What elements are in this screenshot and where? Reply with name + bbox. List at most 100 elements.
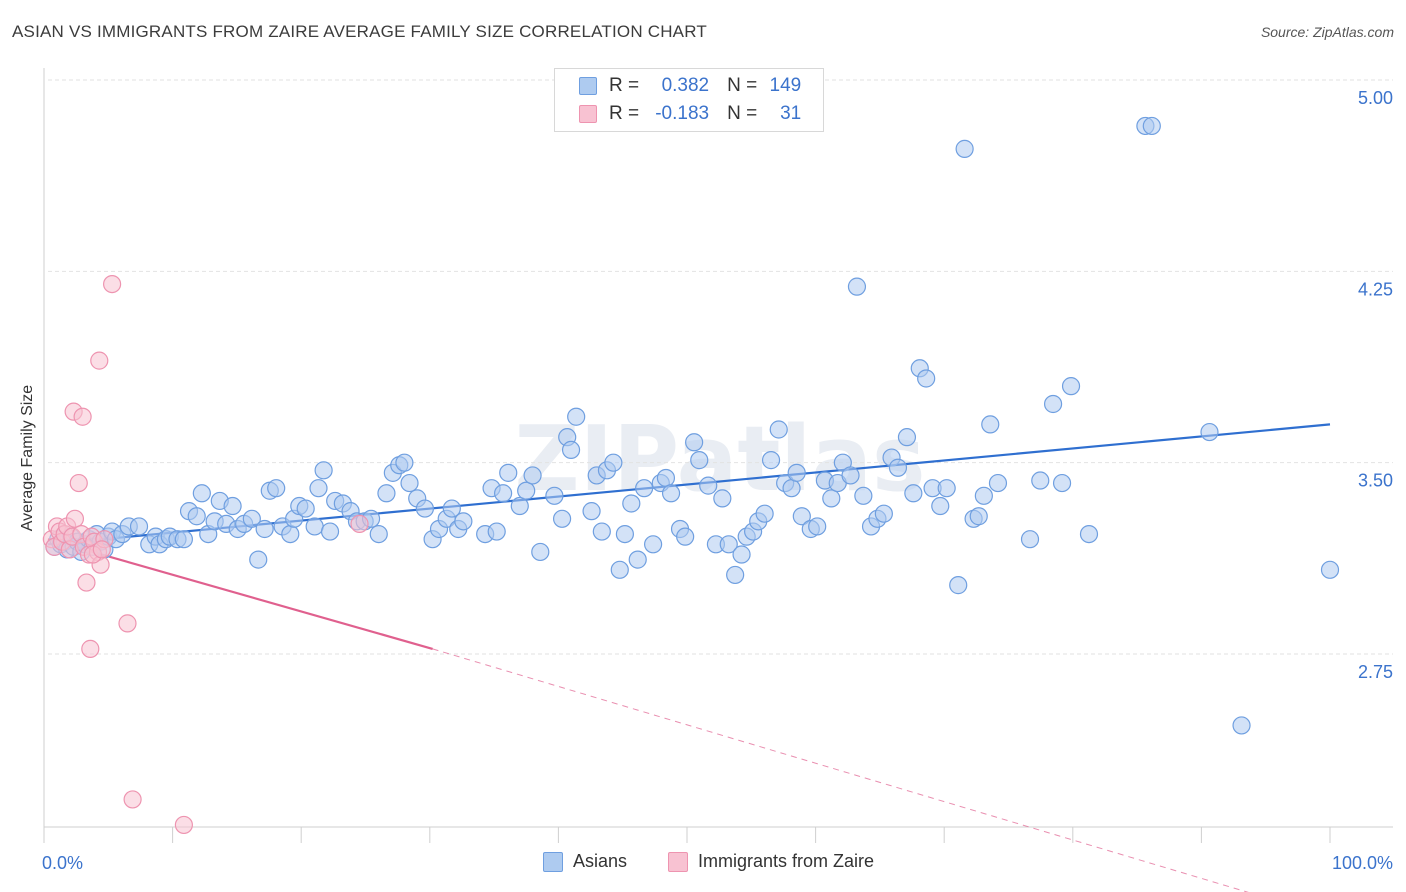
asians-point <box>415 499 435 518</box>
asians-point <box>567 407 586 426</box>
zaire-legend-swatch <box>668 851 688 872</box>
asians-swatch <box>579 77 597 95</box>
asians-point <box>644 535 663 554</box>
asians-point <box>822 489 841 508</box>
asians-point <box>296 499 315 518</box>
asians-point <box>685 433 704 452</box>
legend-item-zaire: Immigrants from Zaire <box>668 851 874 872</box>
asians-point <box>769 420 788 439</box>
asians-point <box>320 522 340 541</box>
zaire-point <box>69 473 88 493</box>
asians-point <box>782 479 801 498</box>
zaire-point <box>174 815 193 835</box>
asians-point <box>955 139 974 158</box>
asians-point <box>1061 377 1081 396</box>
asians-point <box>1052 473 1072 493</box>
asians-point <box>561 440 581 460</box>
asians-point <box>1200 422 1219 442</box>
correlation-legend: R = 0.382 N = 149 R = -0.183 N = 31 <box>554 68 824 132</box>
zaire-swatch <box>579 105 597 123</box>
asians-point <box>314 461 333 480</box>
x-tick-label: 100.0% <box>1332 853 1393 873</box>
asians-point <box>787 463 806 482</box>
zaire-point <box>65 509 85 528</box>
asians-point <box>309 479 328 498</box>
legend-row-zaire: R = -0.183 N = 31 <box>579 101 801 127</box>
asians-point <box>1020 530 1040 549</box>
y-axis-label: Average Family Size <box>19 384 36 532</box>
x-tick-label: 0.0% <box>42 853 83 873</box>
asians-point <box>494 484 513 503</box>
asians-point <box>904 484 923 503</box>
asians-point <box>1320 560 1340 579</box>
asians-point <box>974 486 993 505</box>
data-points <box>42 116 1340 835</box>
asians-point <box>531 542 550 562</box>
r-value: 0.382 <box>661 75 710 96</box>
asians-point <box>1232 716 1251 735</box>
r-value: -0.183 <box>655 103 710 124</box>
n-label: N = <box>727 103 758 124</box>
zaire-point <box>118 614 137 633</box>
asians-point <box>592 522 611 541</box>
asians-point <box>369 524 388 544</box>
zaire-point <box>123 790 142 809</box>
legend-label-asians: Asians <box>573 851 628 871</box>
asians-point <box>305 517 324 536</box>
asians-point <box>487 522 506 541</box>
r-label: R = <box>609 103 640 124</box>
zaire-point <box>350 514 369 533</box>
asians-point <box>628 550 647 569</box>
asians-point <box>713 489 732 508</box>
asians-point <box>499 463 518 482</box>
asians-point <box>726 565 745 585</box>
asians-point <box>937 479 956 498</box>
asians-point <box>792 507 811 526</box>
asians-point <box>545 486 564 505</box>
y-tick-label: 3.50 <box>1358 471 1393 491</box>
asians-point <box>187 507 206 526</box>
zaire-trend-line <box>47 538 433 650</box>
asians-point <box>1142 116 1161 136</box>
asians-point <box>523 466 542 485</box>
asians-point <box>635 479 654 498</box>
asians-point <box>847 277 867 296</box>
asians-point <box>249 550 268 569</box>
zaire-point <box>92 540 111 559</box>
zaire-point <box>73 407 92 426</box>
r-label: R = <box>609 75 640 96</box>
asians-point <box>267 479 286 498</box>
series-legend: Asians Immigrants from Zaire <box>0 851 1406 877</box>
asians-point <box>949 576 968 595</box>
asians-point <box>719 535 738 554</box>
asians-point <box>442 499 461 518</box>
asians-point <box>395 453 414 472</box>
asians-point <box>917 369 936 388</box>
asians-point <box>615 524 635 544</box>
asians-legend-swatch <box>543 851 563 872</box>
zaire-point <box>102 274 122 294</box>
zaire-point <box>81 639 100 658</box>
asians-point <box>1031 471 1050 490</box>
asians-point <box>841 466 860 485</box>
asians-point <box>400 473 419 493</box>
asians-point <box>981 415 1000 434</box>
axes <box>43 68 1393 843</box>
asians-point <box>761 451 781 470</box>
n-value: 149 <box>769 75 802 96</box>
asians-point <box>582 502 601 521</box>
y-tick-label: 2.75 <box>1358 662 1393 682</box>
n-value: 31 <box>780 103 802 124</box>
asians-point <box>129 517 149 536</box>
x-tick-labels: 0.0% 100.0% <box>42 853 1393 873</box>
asians-point <box>755 504 774 523</box>
asians-point <box>552 509 572 528</box>
asians-point <box>255 519 274 539</box>
asians-point <box>223 496 242 516</box>
asians-point <box>1043 394 1063 414</box>
asians-point <box>661 484 681 503</box>
asians-point <box>808 517 827 536</box>
asians-point <box>622 494 641 513</box>
asians-point <box>656 468 676 488</box>
asians-point <box>732 545 751 564</box>
